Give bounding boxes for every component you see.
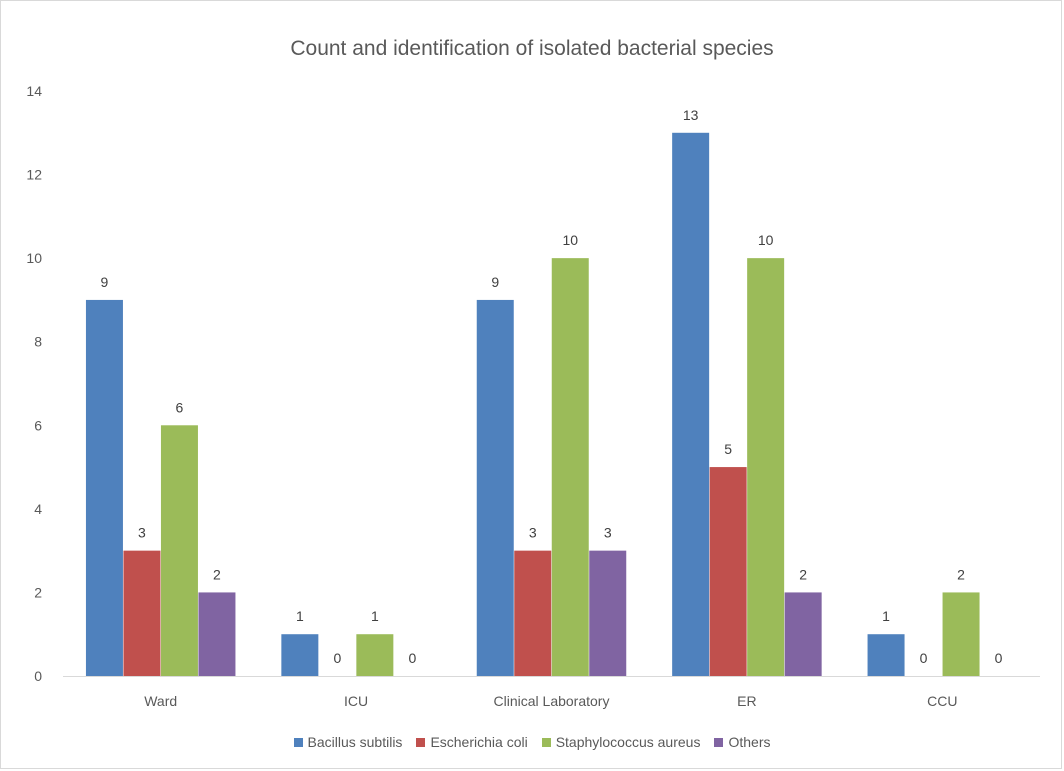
legend-label: Bacillus subtilis	[307, 734, 403, 750]
bar	[942, 592, 980, 676]
data-label: 2	[799, 566, 807, 582]
data-label: 10	[758, 232, 774, 248]
bar	[123, 550, 161, 676]
data-label: 9	[101, 274, 109, 290]
legend-label: Others	[728, 734, 771, 750]
legend-item: Escherichia coli	[416, 734, 528, 750]
data-label: 0	[920, 650, 928, 666]
legend-swatch	[293, 737, 303, 747]
legend-label: Staphylococcus aureus	[555, 734, 701, 750]
x-tick-label: CCU	[927, 693, 957, 709]
legend-swatch	[416, 737, 426, 747]
y-tick-label: 4	[34, 501, 42, 517]
bar-chart-plot: 024681012149362Ward1010ICU93103Clinical …	[26, 83, 1040, 709]
data-label: 6	[176, 399, 184, 415]
y-tick-label: 10	[26, 250, 42, 266]
bar	[198, 592, 236, 676]
bar	[281, 634, 319, 676]
legend-swatch	[541, 737, 551, 747]
bar	[160, 425, 198, 676]
x-tick-label: ER	[737, 693, 756, 709]
chart-legend: Bacillus subtilis Escherichia coli Staphyl…	[0, 734, 1064, 750]
bar	[784, 592, 822, 676]
legend-item: Bacillus subtilis	[293, 734, 403, 750]
data-label: 0	[333, 650, 341, 666]
data-label: 3	[604, 525, 612, 541]
data-label: 3	[529, 525, 537, 541]
data-label: 0	[408, 650, 416, 666]
data-label: 1	[296, 608, 304, 624]
legend-item: Others	[714, 734, 770, 750]
legend-swatch	[714, 737, 724, 747]
y-tick-label: 12	[26, 167, 42, 183]
data-label: 2	[213, 566, 221, 582]
data-label: 2	[957, 566, 965, 582]
data-label: 1	[882, 608, 890, 624]
bar	[85, 299, 123, 676]
y-tick-label: 2	[34, 584, 42, 600]
y-tick-label: 8	[34, 334, 42, 350]
data-label: 10	[562, 232, 578, 248]
bar	[709, 467, 747, 676]
bar	[672, 132, 710, 677]
bar	[867, 634, 905, 676]
y-tick-label: 0	[34, 668, 42, 684]
data-label: 9	[491, 274, 499, 290]
x-tick-label: ICU	[344, 693, 368, 709]
legend-item: Staphylococcus aureus	[541, 734, 701, 750]
bar	[747, 258, 785, 676]
legend-label: Escherichia coli	[430, 734, 528, 750]
chart-title: Count and identification of isolated bac…	[290, 37, 774, 60]
bar	[551, 258, 589, 676]
bar	[356, 634, 394, 676]
y-tick-label: 14	[26, 83, 42, 99]
data-label: 1	[371, 608, 379, 624]
bar	[589, 550, 627, 676]
x-tick-label: Clinical Laboratory	[494, 693, 610, 709]
data-label: 0	[995, 650, 1003, 666]
data-label: 13	[683, 107, 699, 123]
bar	[514, 550, 552, 676]
bar	[476, 299, 514, 676]
x-tick-label: Ward	[144, 693, 177, 709]
data-label: 3	[138, 525, 146, 541]
data-label: 5	[724, 441, 732, 457]
y-tick-label: 6	[34, 417, 42, 433]
